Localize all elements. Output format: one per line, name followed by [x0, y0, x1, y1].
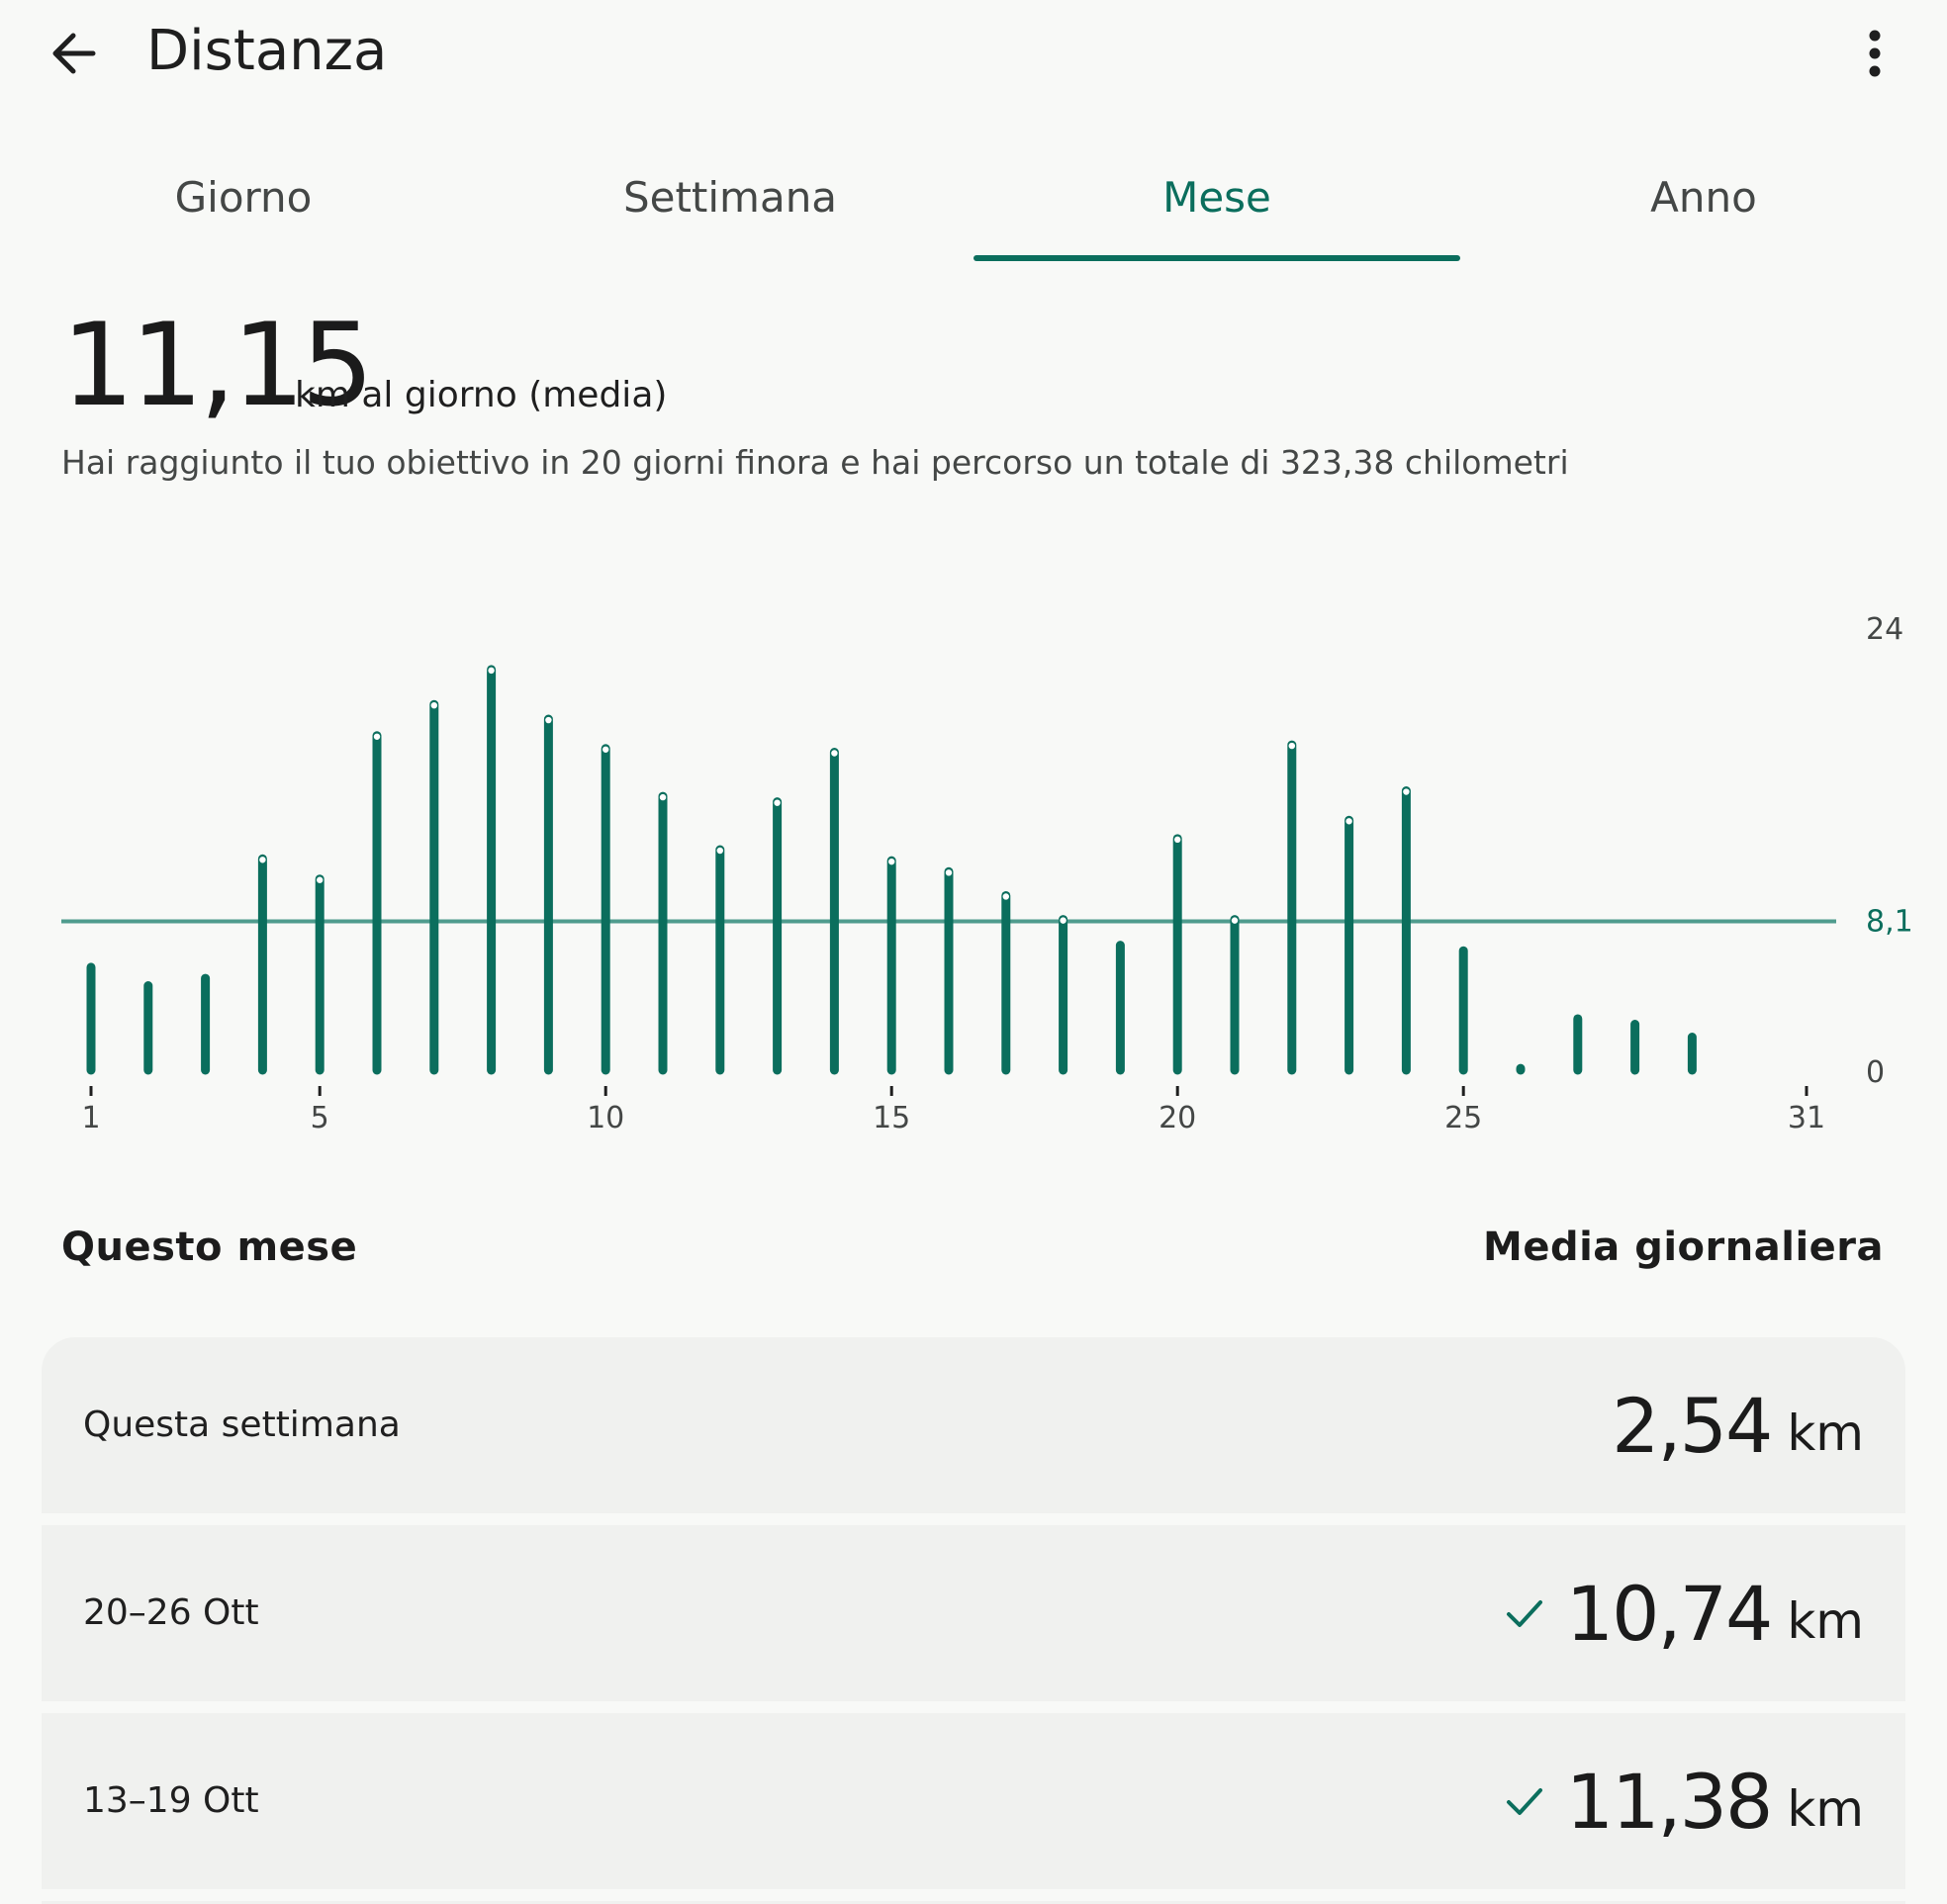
period-tabs: Giorno Settimana Mese Anno — [0, 148, 1947, 263]
row-unit: km — [1787, 1780, 1864, 1838]
tab-giorno[interactable]: Giorno — [0, 148, 487, 263]
goal-reached-dot — [888, 858, 895, 865]
summary: 11,15 km al giorno (media) — [61, 297, 667, 435]
page-title: Distanza — [146, 19, 388, 83]
section-column-label: Media giornaliera — [1483, 1224, 1884, 1270]
row-number: 10,74 — [1565, 1569, 1774, 1658]
goal-reached-dot — [831, 750, 838, 757]
week-row-partial — [42, 1901, 1905, 1904]
goal-reached-dot — [1060, 917, 1066, 924]
week-row[interactable]: 13–19 Ott 11,38 km — [42, 1713, 1905, 1889]
back-button[interactable] — [44, 22, 107, 85]
average-value: 11,15 — [61, 299, 374, 432]
average-unit: km al giorno (media) — [295, 375, 668, 415]
arrow-back-icon — [52, 33, 96, 74]
y-tick-label: 0 — [1866, 1055, 1885, 1090]
row-value: 10,74 km — [1503, 1525, 1864, 1701]
x-tick-label: 25 — [1444, 1101, 1482, 1135]
goal-reached-dot — [659, 793, 667, 801]
goal-reached-dot — [603, 746, 609, 753]
goal-reached-dot — [488, 667, 495, 675]
row-label: 20–26 Ott — [83, 1592, 259, 1633]
tab-label: Mese — [1162, 173, 1271, 222]
week-row[interactable]: 20–26 Ott 10,74 km — [42, 1525, 1905, 1701]
tab-settimana[interactable]: Settimana — [487, 148, 974, 263]
tab-label: Settimana — [622, 173, 838, 222]
check-icon — [1506, 1788, 1542, 1815]
goal-reached-dot — [716, 847, 723, 855]
tab-indicator — [974, 255, 1460, 261]
goal-reached-dot — [774, 799, 781, 806]
x-tick-label: 20 — [1159, 1101, 1196, 1135]
tab-anno[interactable]: Anno — [1460, 148, 1947, 263]
goal-reached-dot — [1231, 917, 1239, 924]
x-tick-label: 1 — [81, 1101, 100, 1135]
tab-label: Anno — [1650, 173, 1757, 222]
goal-reached-dot — [1345, 818, 1352, 825]
tab-mese[interactable]: Mese — [974, 148, 1460, 263]
app-bar: Distanza — [0, 0, 1947, 109]
row-value: 2,54 km — [1612, 1337, 1864, 1513]
row-number: 11,38 — [1565, 1757, 1774, 1846]
x-tick-label: 31 — [1788, 1101, 1825, 1135]
y-tick-label: 24 — [1866, 612, 1903, 647]
row-label: Questa settimana — [83, 1405, 401, 1445]
tab-label: Giorno — [174, 173, 313, 222]
goal-summary-text: Hai raggiunto il tuo obiettivo in 20 gio… — [61, 443, 1569, 482]
row-unit: km — [1787, 1592, 1864, 1650]
goal-reached-dot — [317, 876, 324, 883]
goal-reached-dot — [259, 857, 266, 863]
row-value: 11,38 km — [1503, 1713, 1864, 1889]
x-tick-label: 15 — [873, 1101, 910, 1135]
week-row[interactable]: Questa settimana 2,54 km — [42, 1337, 1905, 1513]
x-tick-label: 10 — [587, 1101, 624, 1135]
check-icon — [1506, 1600, 1542, 1627]
row-label: 13–19 Ott — [83, 1780, 259, 1821]
goal-reached-dot — [1288, 742, 1296, 750]
row-number: 2,54 — [1612, 1381, 1773, 1470]
goal-reached-dot — [545, 716, 552, 724]
goal-reached-dot — [1002, 893, 1009, 900]
goal-reached-dot — [1403, 788, 1410, 795]
goal-reached-dot — [373, 733, 381, 740]
section-title: Questo mese — [61, 1224, 358, 1270]
x-tick-label: 5 — [311, 1101, 329, 1135]
goal-line-label: 8,1 — [1866, 904, 1913, 939]
row-unit: km — [1787, 1405, 1864, 1462]
more-vert-icon — [1869, 30, 1881, 77]
goal-reached-dot — [945, 869, 953, 876]
goal-reached-dot — [430, 701, 437, 709]
more-options-button[interactable] — [1846, 22, 1905, 85]
goal-reached-dot — [1174, 836, 1181, 844]
